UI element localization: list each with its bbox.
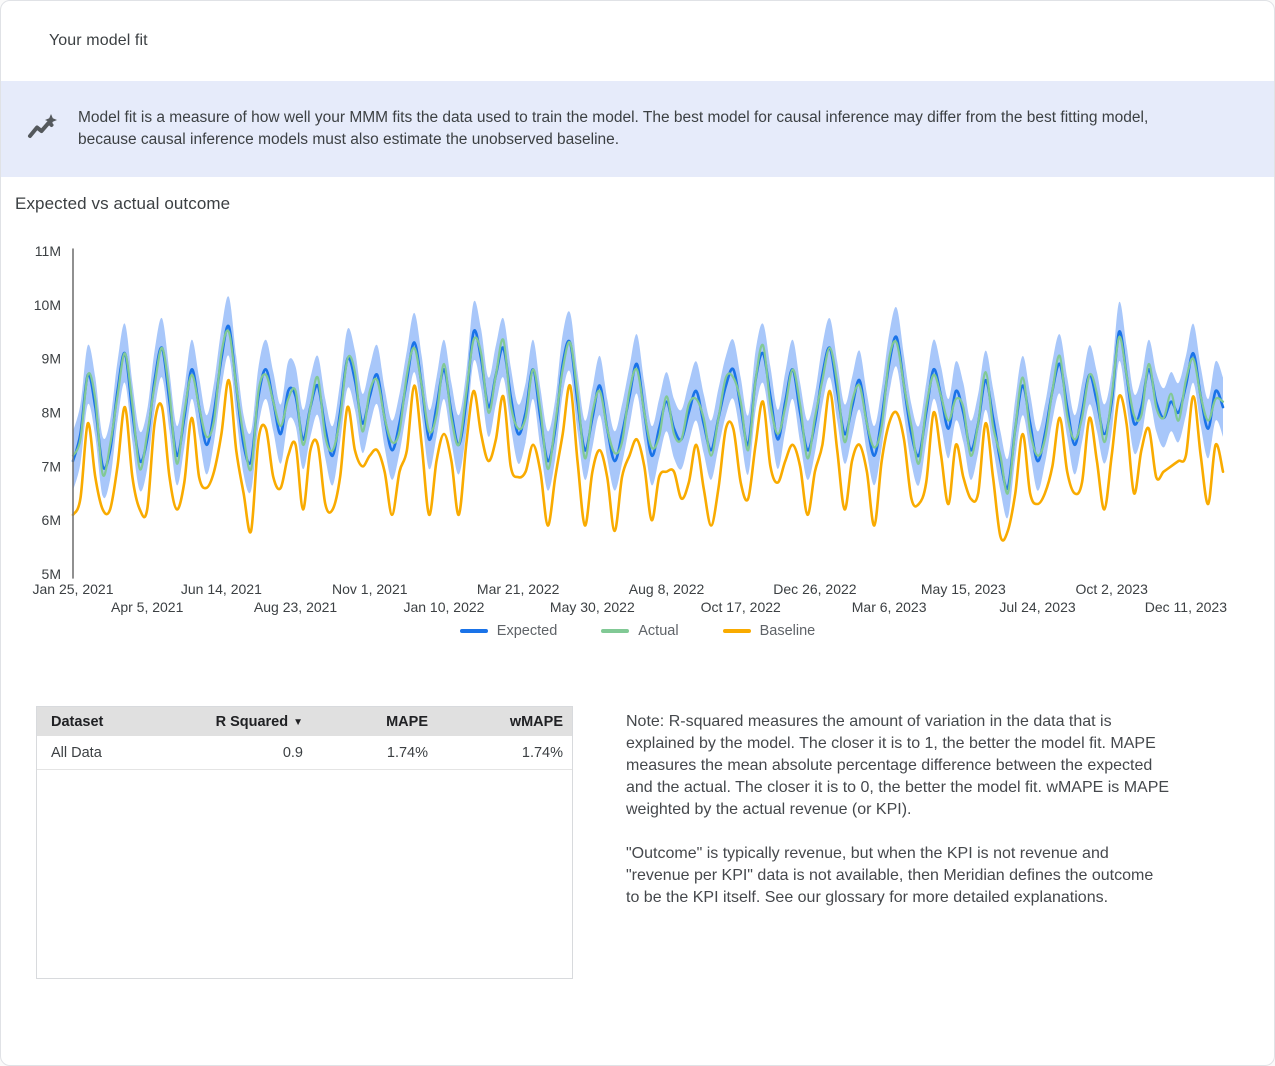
x-tick-label: Jun 14, 2021 (181, 581, 262, 597)
table-row: All Data 0.9 1.74% 1.74% (37, 736, 572, 770)
x-tick-label: Oct 2, 2023 (1076, 581, 1149, 597)
y-tick-label: 8M (42, 405, 61, 421)
x-tick-label: Jan 10, 2022 (403, 599, 484, 615)
legend-label: Actual (638, 623, 679, 639)
table-cell: All Data (37, 736, 182, 770)
page-title: Your model fit (49, 32, 148, 49)
x-tick-label: May 30, 2022 (550, 599, 635, 615)
legend-label: Expected (496, 623, 558, 639)
legend-item-actual: Actual (601, 623, 679, 639)
x-tick-label: Mar 21, 2022 (477, 581, 560, 597)
info-banner: Model fit is a measure of how well your … (1, 81, 1274, 177)
y-tick-label: 10M (34, 297, 61, 313)
y-tick-label: 11M (35, 243, 61, 259)
actual-line (71, 329, 1225, 495)
x-tick-label: Oct 17, 2022 (701, 599, 781, 615)
note-paragraph-2: "Outcome" is typically revenue, but when… (626, 845, 1154, 906)
y-tick-label: 5M (42, 566, 61, 582)
chart-title: Expected vs actual outcome (15, 194, 231, 213)
table-cell: 1.74% (437, 736, 572, 770)
x-tick-label: Aug 23, 2021 (254, 599, 338, 615)
chart-svg[interactable]: 5M 6M 7M 8M 9M 10M 11M Jan 25, 2021 Apr 5, 2021 J… (1, 229, 1275, 621)
table-cell: 1.74% (312, 736, 437, 770)
actual-swatch (601, 629, 630, 633)
insights-icon (25, 112, 59, 146)
legend-label: Baseline (759, 623, 816, 639)
chart-legend: Expected Actual Baseline (1, 623, 1274, 639)
table-body: All Data 0.9 1.74% 1.74% (37, 736, 572, 770)
x-tick-label: Dec 11, 2023 (1145, 599, 1227, 615)
y-tick-label: 6M (42, 512, 61, 528)
expected-vs-actual-chart[interactable]: 5M 6M 7M 8M 9M 10M 11M Jan 25, 2021 Apr 5, 2021 J… (1, 229, 1275, 621)
legend-item-baseline: Baseline (722, 623, 816, 639)
x-tick-label: May 15, 2023 (921, 581, 1006, 597)
x-tick-label: Nov 1, 2021 (332, 581, 408, 597)
confidence-band (73, 296, 1223, 519)
baseline-line (71, 378, 1225, 542)
table-header-row: Dataset R Squared ▼ MAPE wMAPE (37, 707, 572, 736)
note-text: Note: R-squared measures the amount of v… (626, 711, 1171, 931)
baseline-swatch (722, 629, 751, 633)
note-paragraph-1: Note: R-squared measures the amount of v… (626, 713, 1170, 818)
legend-item-expected: Expected (459, 623, 558, 639)
y-tick-label: 7M (42, 458, 61, 474)
column-header-dataset: Dataset (37, 707, 182, 736)
table-cell: 0.9 (182, 736, 312, 770)
y-tick-label: 9M (42, 351, 61, 367)
x-tick-label: Apr 5, 2021 (111, 599, 184, 615)
expected-swatch (459, 629, 488, 633)
x-tick-label: Jul 24, 2023 (999, 599, 1075, 615)
column-header-r-squared[interactable]: R Squared ▼ (182, 707, 312, 736)
column-header-wmape: wMAPE (437, 707, 572, 736)
x-tick-label: Aug 8, 2022 (629, 581, 705, 597)
column-header-mape: MAPE (312, 707, 437, 736)
x-tick-label: Mar 6, 2023 (852, 599, 927, 615)
model-fit-table: Dataset R Squared ▼ MAPE wMAPE All Data 0.9 1.… (36, 706, 573, 979)
sort-descending-icon[interactable]: ▼ (293, 716, 303, 728)
banner-text: Model fit is a measure of how well your … (78, 108, 1149, 149)
x-tick-label: Dec 26, 2022 (773, 581, 856, 597)
x-tick-label: Jan 25, 2021 (33, 581, 114, 597)
